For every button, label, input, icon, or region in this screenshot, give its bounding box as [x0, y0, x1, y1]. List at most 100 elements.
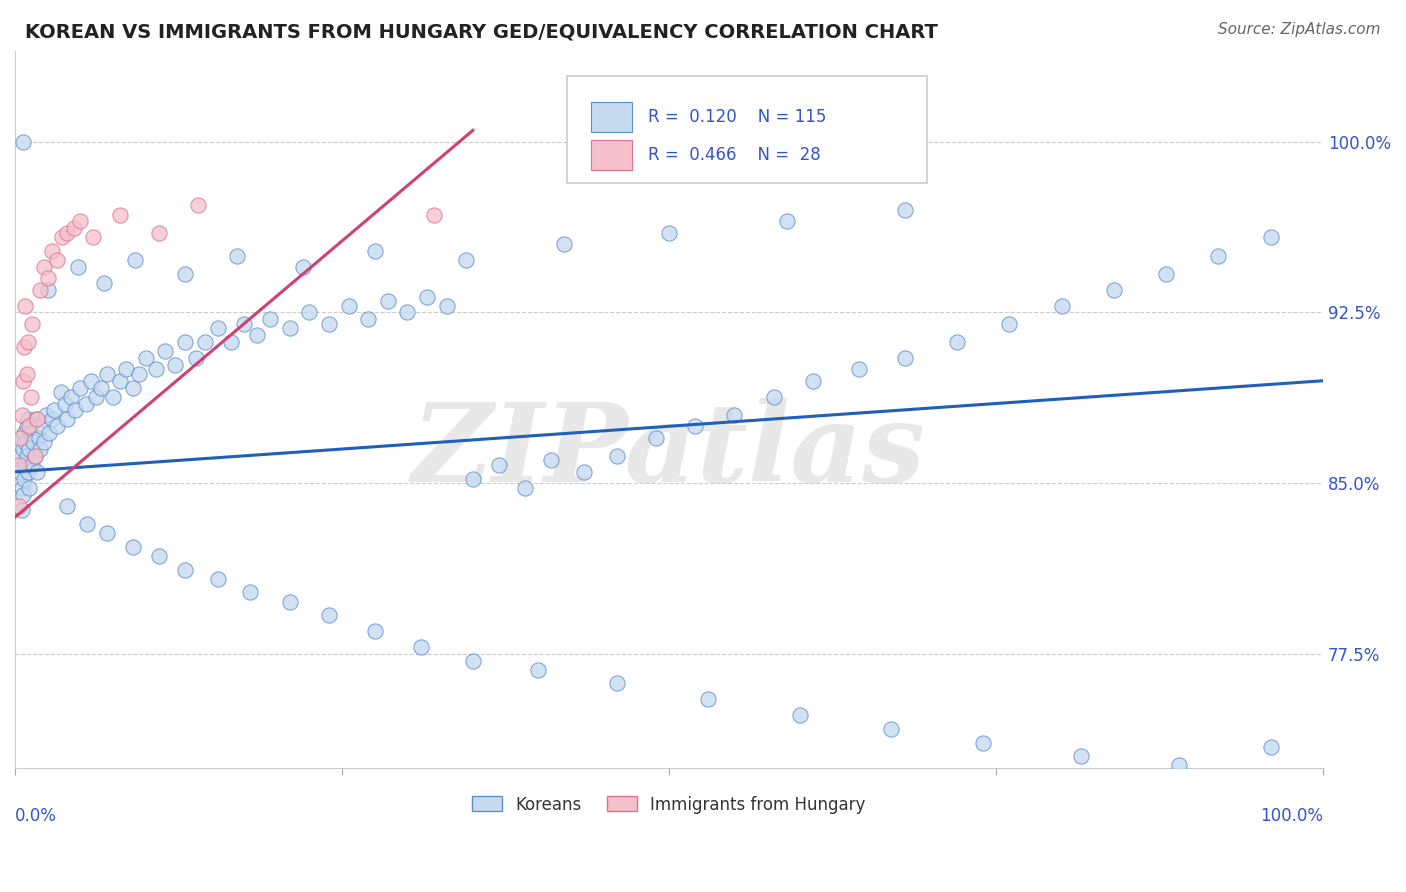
Point: [527, 663, 550, 677]
Point: [75, 396, 97, 410]
Point: [32, 260, 55, 274]
Point: [69, 214, 91, 228]
Point: [135, 351, 157, 365]
Point: [37, 283, 59, 297]
Point: [246, 328, 269, 343]
Point: [15, 449, 38, 463]
Point: [25, 465, 48, 479]
Point: [801, 374, 824, 388]
Point: [17, 334, 39, 349]
Point: [1070, 749, 1092, 764]
Point: [1168, 758, 1191, 772]
Point: [18, 419, 41, 434]
Point: [30, 419, 52, 434]
Point: [7, 458, 30, 472]
Text: 100.0%: 100.0%: [1260, 807, 1323, 825]
Text: KOREAN VS IMMIGRANTS FROM HUNGARY GED/EQUIVALENCY CORRELATION CHART: KOREAN VS IMMIGRANTS FROM HUNGARY GED/EQ…: [25, 22, 938, 41]
Point: [318, 608, 340, 623]
Point: [456, 253, 478, 268]
Point: [93, 276, 115, 290]
Point: [56, 412, 79, 426]
Point: [13, 472, 35, 486]
Point: [8, 465, 31, 479]
Point: [1208, 248, 1230, 262]
Point: [762, 390, 785, 404]
Point: [291, 260, 314, 274]
Point: [24, 449, 46, 463]
Point: [15, 367, 38, 381]
Point: [572, 465, 595, 479]
Point: [163, 358, 186, 372]
Point: [13, 340, 35, 354]
Point: [22, 435, 45, 450]
Point: [880, 722, 903, 736]
Point: [17, 465, 39, 479]
FancyBboxPatch shape: [591, 139, 633, 169]
Point: [187, 198, 209, 212]
Point: [789, 708, 811, 723]
Point: [56, 499, 79, 513]
Point: [848, 362, 870, 376]
Point: [53, 396, 76, 410]
Point: [8, 431, 31, 445]
Point: [45, 419, 67, 434]
Point: [18, 481, 41, 495]
Point: [27, 431, 49, 445]
Point: [11, 135, 34, 149]
Point: [38, 426, 60, 441]
Point: [155, 344, 177, 359]
Point: [14, 458, 37, 472]
Point: [7, 499, 30, 513]
Point: [21, 458, 44, 472]
Point: [17, 412, 39, 426]
Point: [96, 526, 118, 541]
Point: [436, 299, 458, 313]
Point: [66, 260, 89, 274]
Point: [1102, 283, 1125, 297]
Text: Source: ZipAtlas.com: Source: ZipAtlas.com: [1218, 22, 1381, 37]
Point: [128, 367, 150, 381]
Point: [416, 289, 439, 303]
Point: [461, 472, 484, 486]
Point: [298, 305, 321, 319]
Point: [60, 390, 83, 404]
Point: [20, 390, 42, 404]
FancyBboxPatch shape: [567, 76, 927, 184]
Text: R =  0.120    N = 115: R = 0.120 N = 115: [648, 108, 827, 127]
Point: [11, 374, 34, 388]
Point: [63, 221, 86, 235]
Point: [219, 334, 242, 349]
Point: [207, 321, 229, 335]
Point: [49, 385, 72, 400]
Point: [461, 654, 484, 668]
Point: [51, 230, 73, 244]
Point: [96, 367, 118, 381]
Point: [11, 487, 34, 501]
Point: [683, 419, 706, 434]
Point: [63, 403, 86, 417]
Point: [76, 517, 98, 532]
Point: [80, 374, 103, 388]
Point: [1154, 267, 1177, 281]
Legend: Koreans, Immigrants from Hungary: Koreans, Immigrants from Hungary: [465, 789, 872, 821]
Point: [8, 449, 31, 463]
Point: [893, 351, 915, 365]
Point: [422, 208, 444, 222]
Point: [357, 312, 380, 326]
Point: [259, 312, 281, 326]
Point: [28, 283, 51, 297]
Point: [658, 226, 681, 240]
Point: [115, 362, 138, 376]
Point: [37, 271, 59, 285]
Point: [82, 230, 104, 244]
Text: ZIPatlas: ZIPatlas: [412, 399, 927, 506]
Point: [90, 380, 112, 394]
Point: [28, 442, 51, 456]
Point: [124, 253, 146, 268]
Point: [10, 481, 32, 495]
Point: [24, 449, 46, 463]
Point: [893, 202, 915, 217]
Point: [69, 380, 91, 394]
FancyBboxPatch shape: [591, 103, 633, 132]
Point: [377, 294, 399, 309]
